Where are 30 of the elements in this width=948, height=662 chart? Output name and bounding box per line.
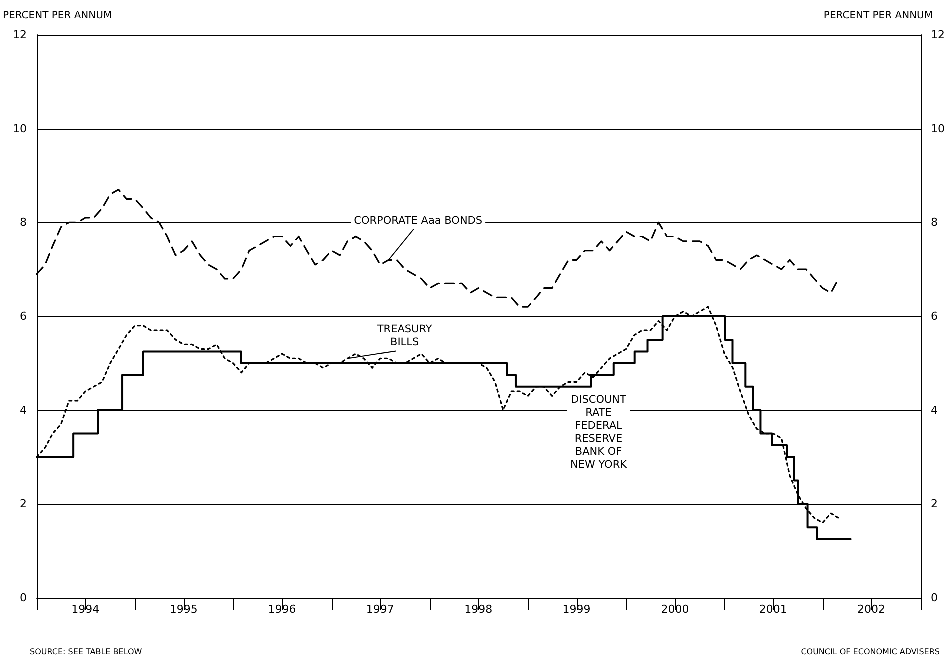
x-tick-label: 1996 — [268, 603, 296, 616]
y2-tick-label: 8 — [931, 216, 938, 230]
y-axis-title: PERCENT PER ANNUM — [3, 10, 112, 22]
y-tick-label: 2 — [20, 498, 27, 511]
x-tick-label: 2001 — [759, 603, 788, 616]
x-tick-label: 2002 — [858, 603, 886, 616]
series-label: CORPORATE Aaa BONDS — [354, 214, 483, 227]
y2-tick-label: 6 — [931, 310, 938, 323]
x-tick-label: 2000 — [661, 603, 690, 616]
y2-axis-title: PERCENT PER ANNUM — [824, 10, 934, 22]
y2-tick-label: 4 — [931, 404, 938, 417]
x-tick-label: 1997 — [366, 603, 394, 616]
y-tick-label: 6 — [20, 310, 27, 323]
series-label: TREASURY BILLS — [376, 324, 433, 349]
y2-tick-label: 0 — [931, 592, 938, 604]
series-label: DISCOUNT RATE FEDERAL RESERVE BANK OF NEW YORK — [570, 394, 628, 471]
y-tick-label: 0 — [20, 592, 27, 604]
y2-tick-label: 2 — [931, 498, 938, 511]
y2-tick-label: 12 — [931, 28, 946, 42]
y-tick-label: 8 — [20, 216, 27, 230]
x-tick-label: 1998 — [464, 603, 493, 616]
x-tick-label: 1995 — [170, 603, 198, 616]
y-tick-label: 12 — [13, 28, 27, 42]
source-note: SOURCE: SEE TABLE BELOW — [30, 648, 142, 656]
text: COUNCIL OF ECONOMIC ADVISERS — [801, 648, 940, 656]
y-tick-label: 10 — [13, 122, 27, 136]
x-tick-label: 1999 — [562, 603, 591, 616]
y-tick-label: 4 — [20, 404, 27, 417]
y2-tick-label: 10 — [931, 122, 946, 136]
x-tick-label: 1994 — [72, 603, 100, 616]
